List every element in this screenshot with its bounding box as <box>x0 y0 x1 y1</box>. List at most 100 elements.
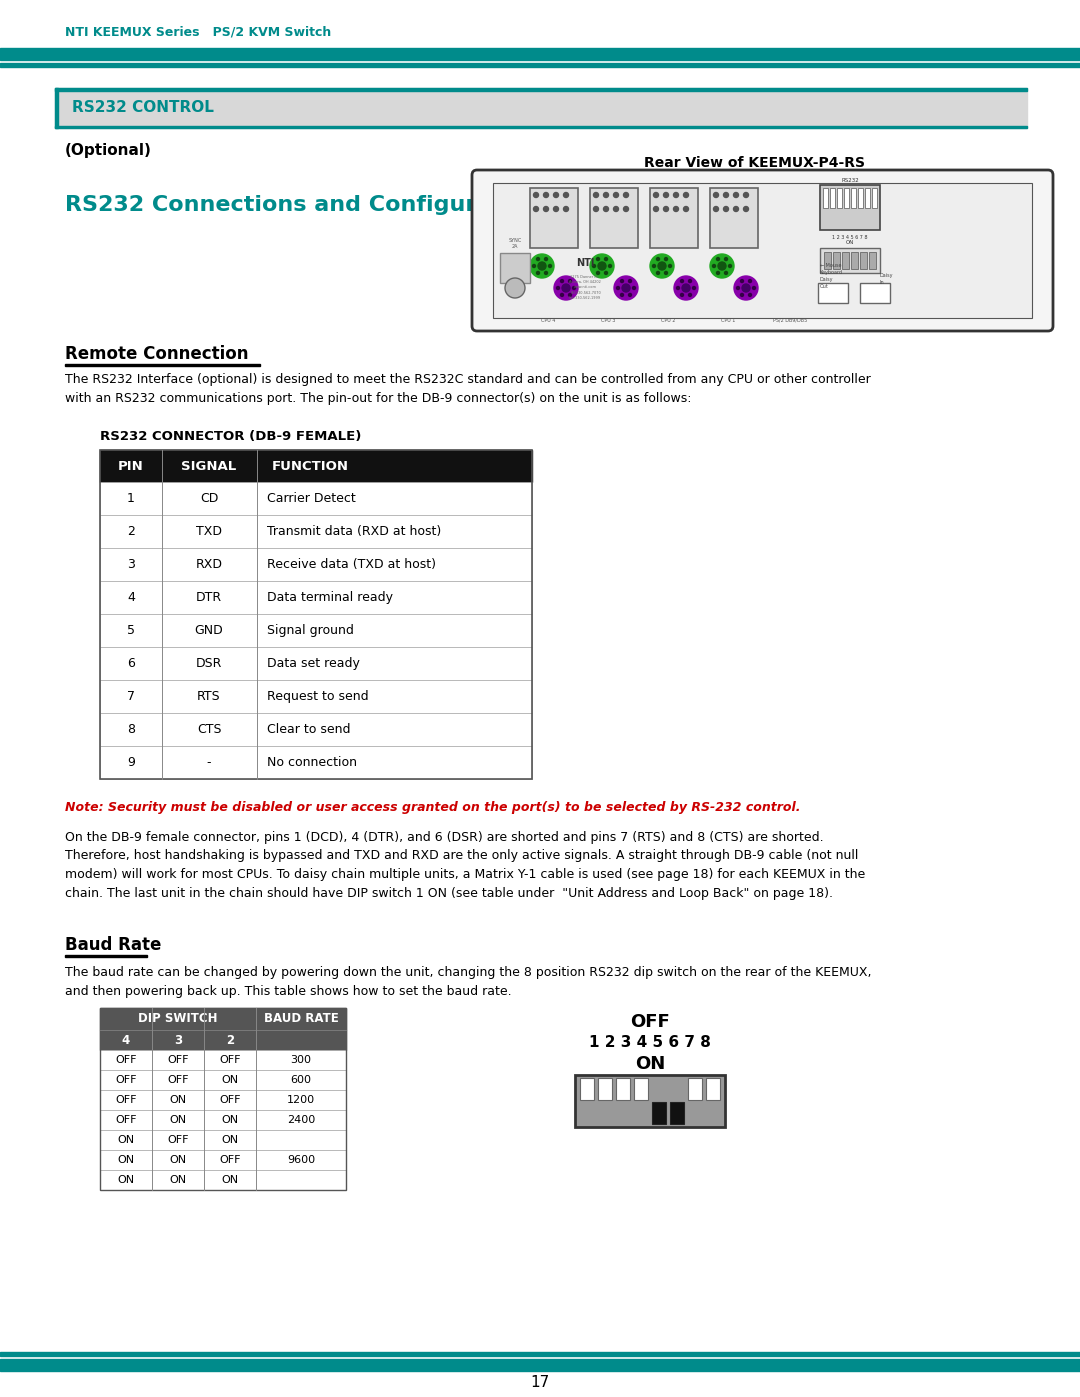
Text: 7: 7 <box>127 690 135 703</box>
Text: Request to send: Request to send <box>267 690 368 703</box>
Circle shape <box>537 271 540 274</box>
Circle shape <box>725 271 728 274</box>
Circle shape <box>530 254 554 278</box>
Text: NTI: NTI <box>576 258 594 268</box>
Circle shape <box>753 286 756 289</box>
Bar <box>100 712 532 746</box>
Circle shape <box>622 284 630 292</box>
Circle shape <box>689 279 691 282</box>
Bar <box>100 680 532 712</box>
Circle shape <box>676 286 679 289</box>
Circle shape <box>604 207 608 211</box>
Text: -: - <box>206 756 212 768</box>
Bar <box>634 1078 648 1099</box>
Circle shape <box>629 293 632 296</box>
Text: Baud Rate: Baud Rate <box>65 936 161 954</box>
Circle shape <box>734 277 758 300</box>
Text: ON: ON <box>118 1155 135 1165</box>
Circle shape <box>590 254 615 278</box>
Text: TXD: TXD <box>195 525 222 538</box>
Circle shape <box>534 207 539 211</box>
Bar <box>710 189 758 249</box>
Text: RS232 CONNECTOR (DB-9 FEMALE): RS232 CONNECTOR (DB-9 FEMALE) <box>100 430 362 443</box>
Bar <box>65 956 147 957</box>
Bar <box>823 189 828 208</box>
Text: OFF: OFF <box>167 1134 189 1146</box>
Bar <box>100 450 532 780</box>
Bar <box>869 251 876 270</box>
Bar <box>256 1009 346 1030</box>
Bar <box>598 1078 612 1099</box>
Text: ON: ON <box>118 1134 135 1146</box>
Text: Rear View of KEEMUX-P4-RS: Rear View of KEEMUX-P4-RS <box>645 156 865 170</box>
Circle shape <box>657 271 660 274</box>
Text: ON: ON <box>170 1175 187 1185</box>
Text: (Optional): (Optional) <box>65 142 152 158</box>
Bar <box>500 253 530 284</box>
Circle shape <box>594 207 598 211</box>
Circle shape <box>674 207 678 211</box>
Text: 9600: 9600 <box>287 1155 315 1165</box>
Circle shape <box>561 293 564 296</box>
Circle shape <box>505 278 525 298</box>
Circle shape <box>664 271 667 274</box>
Circle shape <box>748 293 752 296</box>
Text: OFF: OFF <box>219 1095 241 1105</box>
Bar <box>0 1352 1080 1356</box>
Circle shape <box>725 257 728 261</box>
Circle shape <box>692 286 696 289</box>
Bar <box>652 1102 666 1125</box>
Bar <box>100 1130 346 1150</box>
Circle shape <box>594 193 598 197</box>
Bar <box>670 1102 684 1125</box>
Circle shape <box>743 193 748 197</box>
Bar <box>100 1111 346 1130</box>
Bar <box>0 47 1080 60</box>
Text: ON: ON <box>221 1134 239 1146</box>
Text: OFF: OFF <box>167 1055 189 1065</box>
Bar <box>650 189 698 249</box>
Bar <box>865 189 870 208</box>
Circle shape <box>714 193 718 197</box>
Text: PS/2 DB9/DB5: PS/2 DB9/DB5 <box>773 317 807 323</box>
Bar <box>100 1009 256 1030</box>
Circle shape <box>674 193 678 197</box>
Text: Note: Security must be disabled or user access granted on the port(s) to be sele: Note: Security must be disabled or user … <box>65 800 800 814</box>
Circle shape <box>652 264 656 267</box>
Text: RS232 Connections and Configuration: RS232 Connections and Configuration <box>65 196 541 215</box>
Bar <box>706 1078 720 1099</box>
Text: 4: 4 <box>127 591 135 604</box>
Bar <box>100 548 532 581</box>
Bar <box>55 88 58 129</box>
Circle shape <box>534 193 539 197</box>
Circle shape <box>604 193 608 197</box>
Text: RXD: RXD <box>195 557 222 571</box>
FancyBboxPatch shape <box>472 170 1053 331</box>
Circle shape <box>564 193 568 197</box>
Circle shape <box>680 279 684 282</box>
Circle shape <box>621 279 623 282</box>
Text: 600: 600 <box>291 1076 311 1085</box>
Bar <box>100 1051 346 1070</box>
Text: ON: ON <box>170 1155 187 1165</box>
Circle shape <box>554 193 558 197</box>
Circle shape <box>621 293 623 296</box>
Text: OFF: OFF <box>219 1055 241 1065</box>
Text: NTI KEEMUX Series   PS/2 KVM Switch: NTI KEEMUX Series PS/2 KVM Switch <box>65 25 332 39</box>
Text: CPU 3: CPU 3 <box>600 317 616 323</box>
Text: ON: ON <box>170 1115 187 1125</box>
Bar <box>688 1078 702 1099</box>
Circle shape <box>680 293 684 296</box>
Circle shape <box>613 207 619 211</box>
Circle shape <box>724 207 729 211</box>
Text: RTS: RTS <box>198 690 220 703</box>
Text: PIN: PIN <box>118 460 144 472</box>
Circle shape <box>657 257 660 261</box>
Circle shape <box>593 264 595 267</box>
Bar <box>55 88 1027 129</box>
Circle shape <box>674 277 698 300</box>
Circle shape <box>718 263 726 270</box>
Text: DIP SWITCH: DIP SWITCH <box>138 1013 218 1025</box>
Circle shape <box>716 257 719 261</box>
Circle shape <box>617 286 620 289</box>
